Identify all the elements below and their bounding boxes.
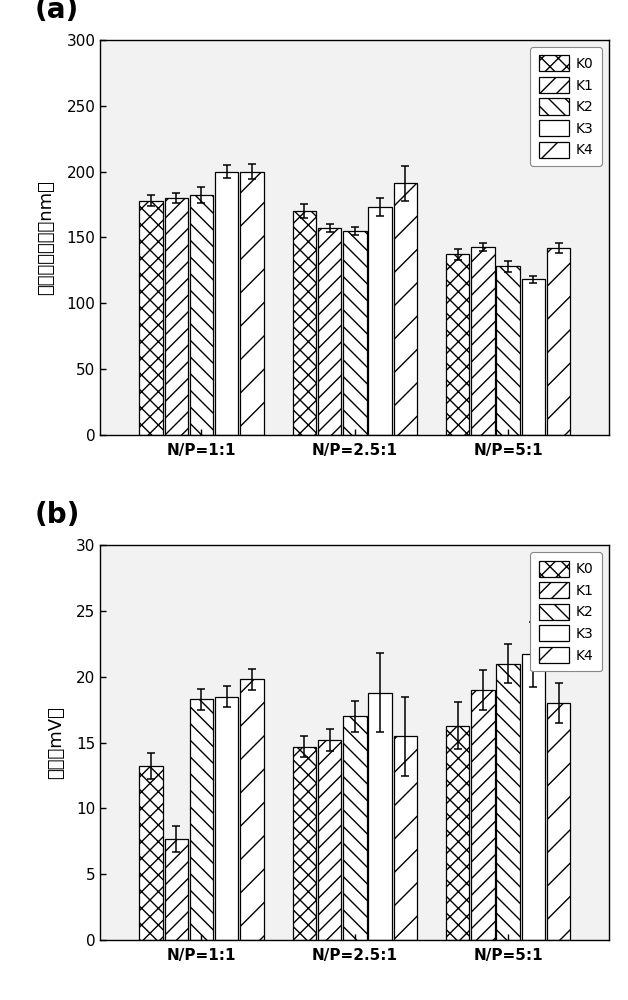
Bar xyxy=(139,201,163,435)
Bar xyxy=(471,247,495,435)
Bar xyxy=(394,736,417,940)
Bar xyxy=(318,228,341,435)
Bar xyxy=(547,703,570,940)
Bar xyxy=(139,766,163,940)
Bar xyxy=(215,172,239,435)
Bar xyxy=(343,716,367,940)
Bar xyxy=(318,740,341,940)
Bar xyxy=(165,198,188,435)
Legend: K0, K1, K2, K3, K4: K0, K1, K2, K3, K4 xyxy=(530,552,602,671)
Text: (a): (a) xyxy=(35,0,78,24)
Bar xyxy=(369,693,392,940)
Bar xyxy=(446,254,469,435)
Bar xyxy=(241,679,264,940)
Bar xyxy=(522,654,545,940)
Text: (b): (b) xyxy=(35,501,80,529)
Bar xyxy=(446,726,469,940)
Bar xyxy=(190,699,214,940)
Bar xyxy=(343,231,367,435)
Bar xyxy=(496,266,520,435)
Bar xyxy=(369,207,392,435)
Bar xyxy=(496,664,520,940)
Y-axis label: 水动力学粒径（nm）: 水动力学粒径（nm） xyxy=(38,180,55,295)
Bar xyxy=(165,839,188,940)
Legend: K0, K1, K2, K3, K4: K0, K1, K2, K3, K4 xyxy=(530,47,602,166)
Bar xyxy=(471,690,495,940)
Bar xyxy=(190,195,214,435)
Bar xyxy=(394,183,417,435)
Bar xyxy=(293,211,316,435)
Y-axis label: 电势（mV）: 电势（mV） xyxy=(47,706,65,779)
Bar xyxy=(293,747,316,940)
Bar xyxy=(215,697,239,940)
Bar xyxy=(522,279,545,435)
Bar xyxy=(241,172,264,435)
Bar xyxy=(547,248,570,435)
